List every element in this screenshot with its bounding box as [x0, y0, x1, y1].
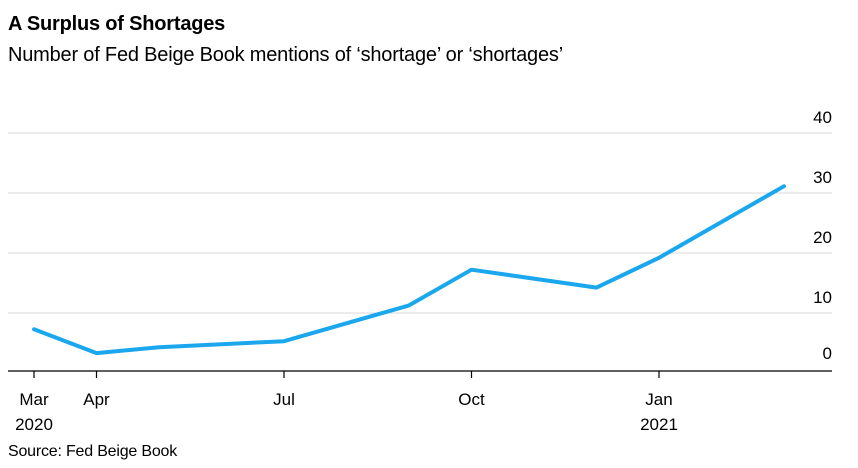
x-tick-label: Jan: [645, 390, 672, 409]
line-chart: 0 10 20 30 40 Mar 2020 Apr Jul Oct Jan 2021: [8, 108, 832, 434]
x-axis: [8, 370, 832, 378]
x-axis-labels: Mar 2020 Apr Jul Oct Jan 2021: [15, 390, 678, 434]
y-axis-labels: 0 10 20 30 40: [813, 108, 832, 363]
x-tick-label: Apr: [83, 390, 110, 409]
chart-title: A Surplus of Shortages: [8, 13, 226, 35]
y-tick-label: 20: [813, 228, 832, 247]
y-tick-label: 30: [813, 168, 832, 187]
gridlines: [8, 132, 832, 314]
x-tick-label: Oct: [458, 390, 485, 409]
y-tick-label: 40: [813, 108, 832, 127]
source-note: Source: Fed Beige Book: [8, 443, 178, 460]
x-tick-label: Jul: [273, 390, 295, 409]
y-tick-label: 10: [813, 288, 832, 307]
series: [32, 184, 786, 356]
y-tick-label: 0: [823, 344, 832, 363]
x-tick-label: Mar: [19, 390, 49, 409]
chart-subtitle: Number of Fed Beige Book mentions of ‘sh…: [8, 44, 563, 66]
x-tick-sublabel: 2021: [640, 415, 678, 434]
series-line: [32, 184, 786, 356]
x-tick-sublabel: 2020: [15, 415, 53, 434]
